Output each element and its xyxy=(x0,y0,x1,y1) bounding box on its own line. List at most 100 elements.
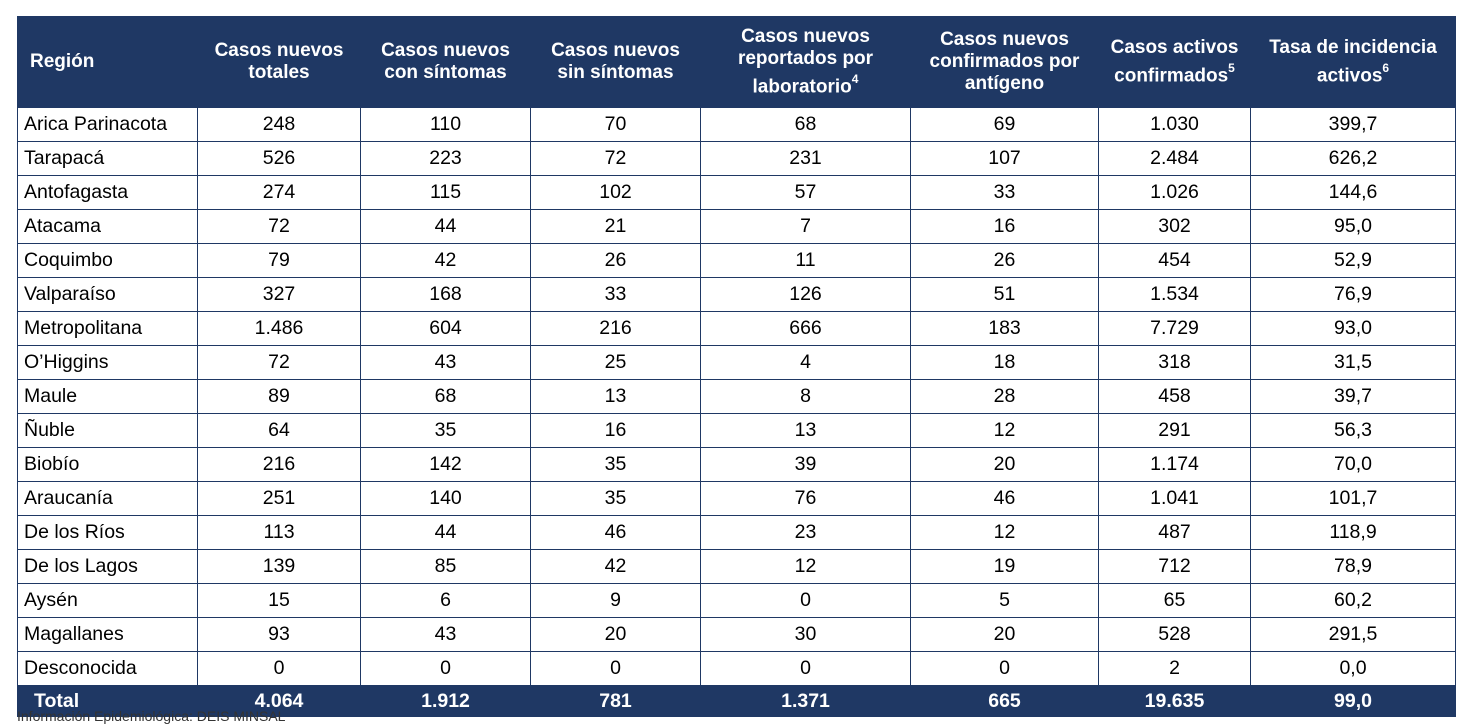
region-cell: Tarapacá xyxy=(17,141,198,176)
value-cell: 0 xyxy=(910,651,1099,686)
value-cell: 318 xyxy=(1098,345,1251,380)
value-cell: 56,3 xyxy=(1250,413,1456,448)
value-cell: 454 xyxy=(1098,243,1251,278)
table-row: Magallanes 93 43 20 30 20 528 291,5 xyxy=(17,617,1456,652)
value-cell: 0 xyxy=(360,651,531,686)
value-cell: 248 xyxy=(197,107,361,142)
value-cell: 1.534 xyxy=(1098,277,1251,312)
value-cell: 19 xyxy=(910,549,1099,584)
total-value: 1.371 xyxy=(700,685,911,717)
value-cell: 79 xyxy=(197,243,361,278)
value-cell: 30 xyxy=(700,617,911,652)
value-cell: 118,9 xyxy=(1250,515,1456,550)
value-cell: 113 xyxy=(197,515,361,550)
value-cell: 12 xyxy=(910,515,1099,550)
value-cell: 68 xyxy=(700,107,911,142)
value-cell: 5 xyxy=(910,583,1099,618)
total-value: 99,0 xyxy=(1250,685,1456,717)
value-cell: 126 xyxy=(700,277,911,312)
value-cell: 23 xyxy=(700,515,911,550)
column-header-label: Casos nuevos totales xyxy=(214,40,344,83)
footnote: Información Epidemiológica: DEIS MINSAL xyxy=(17,708,286,724)
value-cell: 20 xyxy=(910,617,1099,652)
value-cell: 93,0 xyxy=(1250,311,1456,346)
table-row: Coquimbo 79 42 26 11 26 454 52,9 xyxy=(17,243,1456,278)
value-cell: 57 xyxy=(700,175,911,210)
value-cell: 43 xyxy=(360,345,531,380)
total-label: Total xyxy=(17,685,198,717)
value-cell: 35 xyxy=(530,481,701,516)
region-cell: Desconocida xyxy=(17,651,198,686)
region-cell: De los Lagos xyxy=(17,549,198,584)
value-cell: 64 xyxy=(197,413,361,448)
value-cell: 487 xyxy=(1098,515,1251,550)
value-cell: 85 xyxy=(360,549,531,584)
value-cell: 399,7 xyxy=(1250,107,1456,142)
value-cell: 526 xyxy=(197,141,361,176)
value-cell: 93 xyxy=(197,617,361,652)
value-cell: 72 xyxy=(530,141,701,176)
value-cell: 39,7 xyxy=(1250,379,1456,414)
region-cell: Magallanes xyxy=(17,617,198,652)
value-cell: 52,9 xyxy=(1250,243,1456,278)
value-cell: 44 xyxy=(360,515,531,550)
value-cell: 72 xyxy=(197,345,361,380)
region-cell: Antofagasta xyxy=(17,175,198,210)
region-cell: Ñuble xyxy=(17,413,198,448)
value-cell: 44 xyxy=(360,209,531,244)
region-cell: Aysén xyxy=(17,583,198,618)
value-cell: 42 xyxy=(360,243,531,278)
value-cell: 1.174 xyxy=(1098,447,1251,482)
total-value: 781 xyxy=(530,685,701,717)
column-header-label: Casos activos confirmados xyxy=(1110,36,1239,87)
total-value: 19.635 xyxy=(1098,685,1251,717)
value-cell: 12 xyxy=(910,413,1099,448)
table-row: De los Lagos 139 85 42 12 19 712 78,9 xyxy=(17,549,1456,584)
value-cell: 4 xyxy=(700,345,911,380)
value-cell: 69 xyxy=(910,107,1099,142)
region-cell: Valparaíso xyxy=(17,277,198,312)
region-cell: Coquimbo xyxy=(17,243,198,278)
table-row: Aysén 15 6 9 0 5 65 60,2 xyxy=(17,583,1456,618)
value-cell: 78,9 xyxy=(1250,549,1456,584)
value-cell: 216 xyxy=(530,311,701,346)
value-cell: 144,6 xyxy=(1250,175,1456,210)
value-cell: 327 xyxy=(197,277,361,312)
footnote-marker: 4 xyxy=(851,71,859,86)
table-row: Atacama 72 44 21 7 16 302 95,0 xyxy=(17,209,1456,244)
value-cell: 0 xyxy=(197,651,361,686)
value-cell: 142 xyxy=(360,447,531,482)
value-cell: 21 xyxy=(530,209,701,244)
value-cell: 95,0 xyxy=(1250,209,1456,244)
value-cell: 0 xyxy=(700,583,911,618)
region-cell: Araucanía xyxy=(17,481,198,516)
value-cell: 26 xyxy=(530,243,701,278)
value-cell: 712 xyxy=(1098,549,1251,584)
value-cell: 102 xyxy=(530,175,701,210)
value-cell: 8 xyxy=(700,379,911,414)
value-cell: 1.041 xyxy=(1098,481,1251,516)
value-cell: 139 xyxy=(197,549,361,584)
value-cell: 20 xyxy=(530,617,701,652)
column-header: Tasa de incidencia activos6 xyxy=(1250,16,1456,108)
value-cell: 33 xyxy=(530,277,701,312)
value-cell: 1.026 xyxy=(1098,175,1251,210)
value-cell: 2 xyxy=(1098,651,1251,686)
value-cell: 9 xyxy=(530,583,701,618)
region-cell: Atacama xyxy=(17,209,198,244)
value-cell: 46 xyxy=(530,515,701,550)
table-row: Tarapacá 526 223 72 231 107 2.484 626,2 xyxy=(17,141,1456,176)
table-row: Biobío 216 142 35 39 20 1.174 70,0 xyxy=(17,447,1456,482)
table-row: Valparaíso 327 168 33 126 51 1.534 76,9 xyxy=(17,277,1456,312)
column-header: Casos activos confirmados5 xyxy=(1098,16,1251,108)
table-row: De los Ríos 113 44 46 23 12 487 118,9 xyxy=(17,515,1456,550)
value-cell: 6 xyxy=(360,583,531,618)
footnote-marker: 6 xyxy=(1382,60,1390,75)
value-cell: 28 xyxy=(910,379,1099,414)
column-header-label: Tasa de incidencia activos xyxy=(1269,36,1437,87)
value-cell: 15 xyxy=(197,583,361,618)
header-row: Región Casos nuevos totales Casos nuevos c… xyxy=(17,16,1456,108)
column-header: Región xyxy=(17,16,198,108)
column-header-label: Casos nuevos con síntomas xyxy=(381,40,510,83)
value-cell: 1.486 xyxy=(197,311,361,346)
